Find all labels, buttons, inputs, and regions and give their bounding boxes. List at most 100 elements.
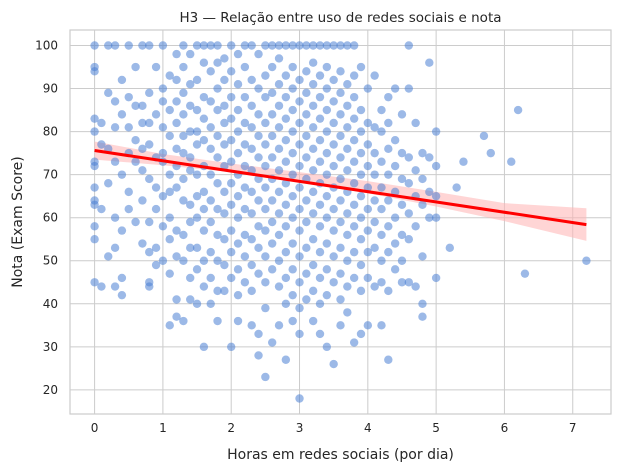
data-point — [343, 166, 352, 175]
data-point — [281, 355, 291, 364]
data-point — [199, 282, 209, 291]
data-point — [356, 235, 366, 244]
data-point — [274, 209, 284, 218]
y-tick-labels: 20 30 40 50 60 70 80 90 100 — [35, 38, 58, 396]
y-tick-label: 50 — [43, 254, 58, 268]
data-point — [513, 105, 523, 115]
data-point — [165, 187, 174, 197]
data-point — [329, 359, 338, 369]
data-point — [384, 247, 393, 257]
data-point — [390, 213, 400, 222]
data-point — [295, 252, 304, 261]
data-point — [131, 62, 140, 72]
data-point — [117, 273, 127, 283]
data-point — [233, 290, 243, 300]
data-point — [199, 41, 209, 50]
x-tick-label: 0 — [91, 421, 99, 435]
data-point — [397, 110, 407, 119]
data-point — [315, 136, 325, 145]
data-point — [404, 278, 414, 287]
data-point — [172, 118, 181, 128]
data-point — [172, 144, 181, 154]
data-point — [336, 295, 345, 304]
data-point — [397, 278, 407, 287]
data-point — [281, 41, 291, 50]
data-point — [343, 209, 352, 218]
data-point — [377, 204, 386, 214]
data-point — [295, 75, 304, 85]
data-point — [295, 303, 304, 313]
data-point — [179, 196, 188, 205]
data-point — [302, 110, 311, 119]
data-point — [288, 41, 297, 50]
data-point — [322, 105, 332, 115]
data-point — [322, 213, 332, 222]
data-point — [240, 183, 250, 192]
data-point — [261, 204, 270, 214]
data-point — [267, 110, 277, 119]
data-point — [199, 187, 209, 197]
data-point — [254, 84, 263, 93]
data-point — [158, 41, 168, 50]
data-point — [377, 157, 386, 166]
data-point — [220, 187, 229, 197]
data-point — [220, 101, 229, 110]
data-point — [274, 321, 284, 330]
data-point — [308, 286, 318, 296]
data-point — [261, 226, 270, 235]
data-point — [370, 71, 379, 80]
data-point — [151, 204, 161, 214]
data-point — [206, 123, 215, 132]
data-point — [117, 75, 127, 85]
data-point — [213, 316, 222, 326]
data-point — [336, 269, 345, 278]
data-point — [138, 144, 147, 154]
data-point — [138, 118, 147, 128]
data-point — [206, 41, 215, 50]
data-point — [213, 58, 222, 67]
data-point — [158, 148, 168, 158]
data-point — [281, 71, 291, 80]
data-point — [356, 329, 366, 339]
data-point — [254, 243, 263, 253]
data-point — [336, 110, 345, 119]
data-point — [199, 136, 209, 145]
data-point — [213, 256, 222, 265]
data-point — [295, 41, 304, 50]
data-point — [288, 105, 297, 115]
data-point — [288, 127, 297, 136]
data-point — [397, 174, 407, 184]
data-point — [186, 295, 195, 304]
data-point — [507, 157, 516, 166]
data-point — [404, 179, 414, 188]
data-point — [240, 41, 250, 50]
data-point — [199, 226, 209, 235]
data-point — [315, 41, 325, 50]
data-point — [336, 243, 345, 253]
data-point — [172, 252, 181, 261]
data-point — [165, 105, 174, 115]
data-point — [247, 286, 256, 296]
data-point — [363, 247, 373, 257]
data-point — [186, 166, 195, 175]
data-point — [308, 235, 318, 244]
data-point — [356, 148, 366, 158]
data-point — [247, 235, 256, 244]
data-point — [145, 282, 154, 291]
data-point — [370, 243, 379, 253]
data-point — [233, 316, 243, 326]
data-point — [343, 256, 352, 265]
data-point — [220, 54, 229, 63]
data-point — [206, 247, 215, 257]
data-point — [302, 243, 311, 253]
data-point — [274, 187, 284, 197]
data-point — [110, 243, 120, 253]
data-point — [308, 144, 318, 154]
data-point — [315, 92, 325, 102]
data-point — [240, 278, 250, 287]
data-point — [288, 239, 297, 248]
data-point — [213, 105, 222, 115]
data-point — [377, 105, 386, 115]
data-point — [329, 204, 338, 214]
data-point — [281, 92, 291, 102]
